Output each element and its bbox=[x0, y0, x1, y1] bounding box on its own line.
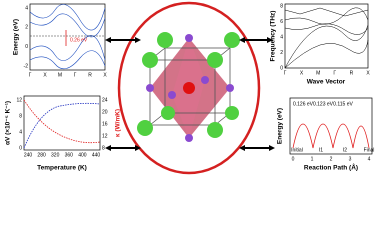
y-tick-label: 2 bbox=[25, 25, 28, 31]
x-tick-label: M bbox=[316, 70, 320, 76]
crystal-structure bbox=[117, 1, 261, 175]
x-tick-label: 240 bbox=[24, 152, 33, 158]
x-tick-label: 440 bbox=[92, 152, 101, 158]
y-tick-label: 2 bbox=[280, 50, 283, 56]
x-tick-label: X bbox=[103, 72, 107, 78]
y-label-right: κ (W/mK) bbox=[115, 109, 122, 137]
annotation: 0.126 eV bbox=[293, 101, 314, 107]
x-tick-label: 4 bbox=[368, 156, 371, 162]
y-tick-label: -2 bbox=[24, 63, 29, 69]
x-tick-label: X bbox=[366, 70, 370, 76]
x-label: Reaction Path (Å) bbox=[304, 163, 358, 172]
y-tick-label: 20 bbox=[102, 109, 108, 115]
x-tick-label: M bbox=[58, 72, 62, 78]
y-label-left: αV (×10⁻⁵ K⁻¹) bbox=[5, 101, 12, 145]
annotation: 0.115 eV bbox=[333, 101, 353, 107]
x-tick-label: Γ bbox=[74, 72, 77, 78]
y-tick-label: 0 bbox=[280, 65, 283, 71]
x-label: Temperature (K) bbox=[37, 165, 87, 172]
x-label: Wave Vector bbox=[307, 79, 346, 86]
y-tick-label: 8 bbox=[102, 145, 105, 151]
annotation: Initial bbox=[291, 147, 303, 153]
y-tick-label: 8 bbox=[280, 3, 283, 9]
x-tick-label: 0 bbox=[292, 156, 295, 162]
band-panel: 0.26 eV Energy (eV) Γ X M Γ R X 4 2 0 -2 bbox=[13, 3, 107, 78]
annotation: I2 bbox=[343, 147, 347, 153]
x-tick-label: 320 bbox=[51, 152, 60, 158]
y-tick-label: 24 bbox=[102, 97, 108, 103]
y-tick-label: 0 bbox=[25, 44, 28, 50]
y-tick-label: 12 bbox=[102, 133, 108, 139]
annotation: 0.123 eV bbox=[313, 101, 334, 107]
x-tick-label: Γ bbox=[333, 70, 336, 76]
y-tick-label: 8 bbox=[19, 113, 22, 119]
y-tick-label: 12 bbox=[16, 97, 22, 103]
x-tick-label: 2 bbox=[330, 156, 333, 162]
y-tick-label: 6 bbox=[280, 19, 283, 25]
x-tick-label: Γ bbox=[29, 72, 32, 78]
annotation: Final bbox=[364, 147, 375, 153]
annotation: I1 bbox=[319, 147, 323, 153]
x-tick-label: R bbox=[350, 70, 354, 76]
y-tick-label: 16 bbox=[102, 121, 108, 127]
annotation: 0.26 eV bbox=[70, 37, 88, 43]
y-label: Energy (eV) bbox=[13, 19, 20, 55]
x-tick-label: 400 bbox=[78, 152, 87, 158]
y-tick-label: 4 bbox=[280, 34, 283, 40]
y-label: Energy (eV) bbox=[277, 108, 284, 144]
phonon-panel: Frequency (THz) Wave Vector Γ X M Γ R X 8 6 4 2 0 bbox=[270, 3, 371, 85]
x-tick-label: X bbox=[43, 72, 47, 78]
x-tick-label: 280 bbox=[37, 152, 46, 158]
thermal-panel: αV (×10⁻⁵ K⁻¹) κ (W/mK) Temperature (K) … bbox=[5, 95, 122, 172]
y-label: Frequency (THz) bbox=[270, 11, 277, 62]
neb-panel: Energy (eV) Reaction Path (Å) 0.126 eV 0.… bbox=[277, 97, 375, 172]
x-tick-label: R bbox=[88, 72, 92, 78]
y-tick-label: 4 bbox=[25, 5, 28, 11]
x-tick-label: Γ bbox=[284, 70, 287, 76]
x-tick-label: 360 bbox=[65, 152, 74, 158]
y-tick-label: 0 bbox=[19, 145, 22, 151]
x-tick-label: X bbox=[300, 70, 304, 76]
x-tick-label: 1 bbox=[311, 156, 314, 162]
y-tick-label: 4 bbox=[19, 129, 22, 135]
x-tick-label: 3 bbox=[349, 156, 352, 162]
